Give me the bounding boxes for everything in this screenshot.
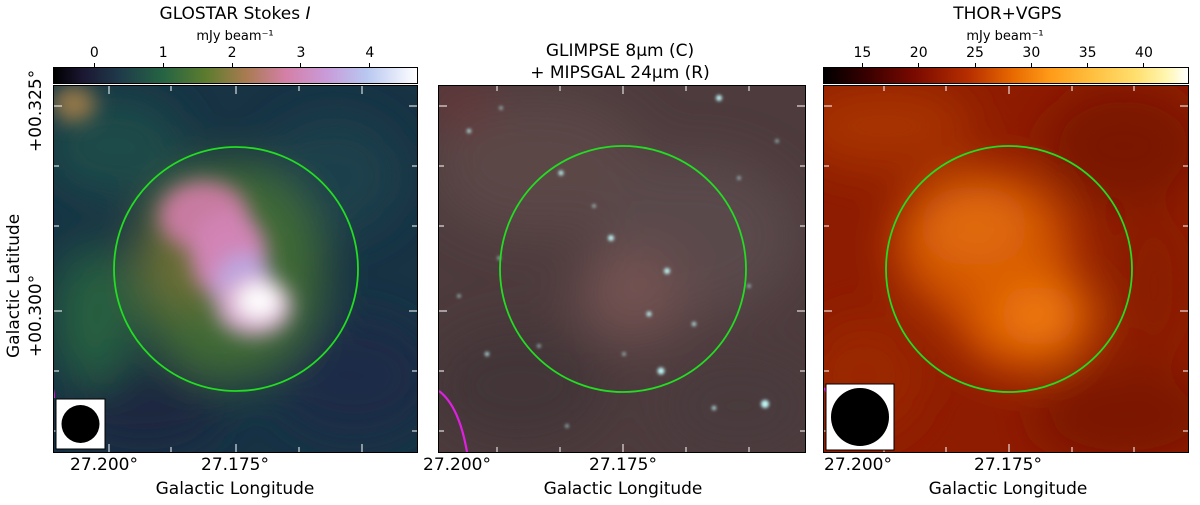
panel3-x-tick-label-1: 27.175°: [974, 455, 1042, 475]
panel3-colorbar-tick-mark: [1087, 63, 1089, 67]
panel1-colorbar-tick-label: 4: [365, 45, 375, 61]
panel1-region-circle: [113, 146, 359, 392]
panel3-colorbar-tick-mark: [1030, 63, 1032, 67]
panel2-title-line1: GLIMPSE 8μm (C): [545, 41, 695, 61]
panel1-colorbar-tick-mark: [369, 63, 371, 67]
panel1-colorbar-tick-label: 3: [296, 45, 306, 61]
panel3-colorbar-tick-label: 15: [853, 45, 872, 61]
panel1-colorbar-tick-mark: [231, 63, 233, 67]
panel3-colorbar: [823, 67, 1189, 84]
panel2-region-circle: [499, 145, 747, 393]
panel1-x-tick-label-0: 27.200°: [70, 455, 138, 475]
panel1-colorbar-unit: mJy beam⁻¹: [196, 29, 274, 44]
panel1-colorbar-tick-mark: [300, 63, 302, 67]
panel3-image: [823, 85, 1189, 453]
panel1-beam-box: [55, 398, 106, 450]
panel1-x-tick-label-1: 27.175°: [201, 455, 269, 475]
panel3-colorbar-tick-label: 30: [1022, 45, 1041, 61]
panel3-colorbar-tick-label: 35: [1078, 45, 1097, 61]
y-tick-label-upper: +00.325°: [26, 69, 46, 152]
panel3-x-axis-label: Galactic Longitude: [928, 479, 1088, 499]
panel3-beam-box: [825, 383, 895, 451]
panel3-x-tick-label-0: 27.200°: [824, 455, 892, 475]
panel3-tick-marks: [824, 86, 1188, 452]
panel3-beam-ellipse: [831, 388, 889, 446]
panel2-x-axis-label: Galactic Longitude: [543, 479, 703, 499]
y-tick-label-lower: +00.300°: [26, 274, 46, 357]
panel1-colorbar-tick-label: 0: [89, 45, 99, 61]
panel1-beam-ellipse: [61, 405, 100, 443]
panel2-title-line2: + MIPSGAL 24μm (R): [530, 63, 710, 83]
panel3-region-circle: [885, 145, 1133, 393]
panel3-colorbar-tick-mark: [1143, 63, 1145, 67]
panel2-x-tick-label-1: 27.175°: [589, 455, 657, 475]
panel1-title: GLOSTAR Stokes I: [55, 3, 415, 25]
panel1-colorbar: [53, 67, 418, 84]
panel1-title-italic: I: [305, 4, 311, 24]
panel1-tick-marks: [54, 86, 417, 452]
panel2-title: GLIMPSE 8μm (C) + MIPSGAL 24μm (R): [440, 40, 800, 84]
panel2-magenta-arc: [439, 390, 469, 452]
panel3-colorbar-tick-label: 40: [1135, 45, 1153, 61]
panel2-tick-marks: [439, 86, 805, 452]
panel3-colorbar-tick-mark: [918, 63, 920, 67]
panel3-colorbar-tick-mark: [861, 63, 863, 67]
panel1-title-main: GLOSTAR Stokes: [159, 4, 306, 24]
panel1-colorbar-tick-label: 2: [227, 45, 237, 61]
panel1-x-axis-label: Galactic Longitude: [155, 479, 315, 499]
panel3-colorbar-tick-label: 20: [909, 45, 928, 61]
panel2-image: [438, 85, 806, 453]
panel1-image: [53, 85, 418, 453]
panel2-x-tick-label-0: 27.200°: [423, 455, 491, 475]
panel1-colorbar-tick-mark: [162, 63, 164, 67]
panel2-stars: [457, 95, 779, 428]
y-axis-label: Galactic Latitude: [4, 213, 24, 358]
panel1-colorbar-tick-mark: [93, 63, 95, 67]
panel3-colorbar-unit: mJy beam⁻¹: [966, 29, 1044, 44]
panel1-colorbar-tick-label: 1: [158, 45, 168, 61]
panel3-colorbar-tick-label: 25: [966, 45, 984, 61]
panel3-title: THOR+VGPS: [953, 4, 1062, 24]
panel3-colorbar-tick-mark: [974, 63, 976, 67]
